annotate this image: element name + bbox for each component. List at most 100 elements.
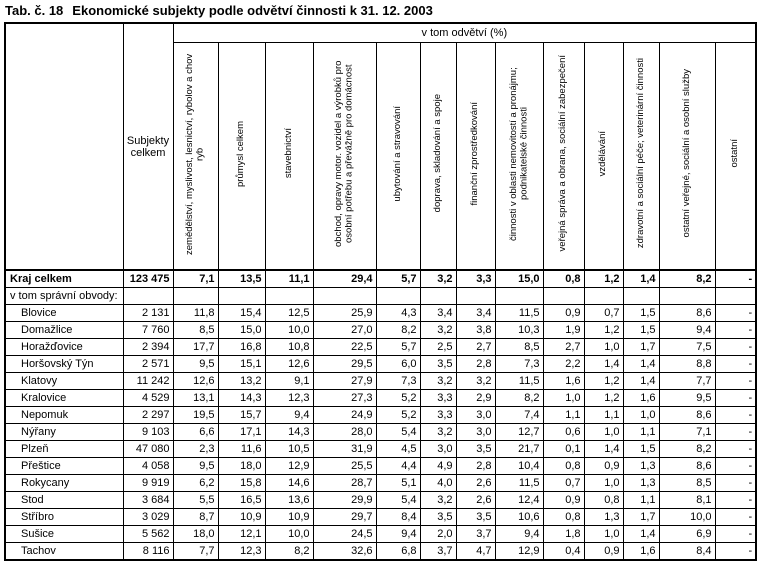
value-cell: 0,7 [583, 304, 624, 322]
value-cell: 12,5 [264, 304, 314, 322]
value-cell: 5,2 [375, 406, 421, 424]
value-cell: 10,3 [494, 321, 544, 339]
value-cell: 9,4 [658, 321, 716, 339]
value-cell: 3,2 [419, 321, 457, 339]
table-row: Stod 3 684 5,5 16,5 13,6 29,9 5,4 3,2 2,6 12,4 0… [4, 491, 757, 509]
row-label-cell: Stod [4, 491, 124, 509]
value-cell [264, 287, 314, 305]
value-cell: 5,1 [375, 474, 421, 492]
value-cell: 31,9 [312, 440, 377, 458]
column-header-label: ubytování a stravování [391, 105, 403, 202]
value-cell: 0,8 [542, 269, 585, 288]
value-cell: 1,4 [583, 440, 624, 458]
column-header-label: průmysl celkem [235, 120, 247, 187]
value-cell: 1,3 [583, 508, 624, 526]
value-cell: 9,5 [172, 457, 219, 475]
value-cell: 25,5 [312, 457, 377, 475]
value-cell [583, 287, 624, 305]
value-cell: 3,3 [419, 406, 457, 424]
value-cell: 7,3 [375, 372, 421, 390]
row-label-cell: Horšovský Týn [4, 355, 124, 373]
value-cell: 2,8 [455, 355, 496, 373]
value-cell: 8,2 [375, 321, 421, 339]
page-title: Tab. č. 18 Ekonomické subjekty podle odvě… [5, 3, 433, 18]
row-label-cell: Horažďovice [4, 338, 124, 356]
value-cell: - [714, 269, 757, 288]
header-row-group: Subjekty celkem v tom odvětví (%) [4, 22, 757, 271]
value-cell: 29,4 [312, 269, 377, 288]
value-cell: 1,1 [542, 406, 585, 424]
value-cell: - [714, 389, 757, 407]
row-label-cell: Tachov [4, 542, 124, 561]
row-label-cell: v tom správní obvody: [4, 287, 124, 305]
value-cell: 7,7 [658, 372, 716, 390]
column-header: průmysl celkem [217, 42, 266, 271]
corner-cell [4, 22, 124, 271]
value-cell: 8,4 [375, 508, 421, 526]
value-cell: 3,2 [419, 269, 457, 288]
value-cell: 11,8 [172, 304, 219, 322]
value-cell: 7,5 [658, 338, 716, 356]
value-cell: 4,7 [455, 542, 496, 561]
subjects-total-cell: 2 571 [122, 355, 174, 373]
value-cell: 12,1 [217, 525, 266, 543]
value-cell: 0,8 [583, 491, 624, 509]
column-header: činnosti v oblasti nemovitostí a pronájm… [494, 42, 544, 271]
column-header: zdravotní a sociální péče; veterinární č… [622, 42, 660, 271]
row-label-cell: Stříbro [4, 508, 124, 526]
value-cell: 1,3 [622, 457, 660, 475]
subjects-total-cell: 7 760 [122, 321, 174, 339]
page: { "title": { "prefix": "Tab. č. 18", "te… [4, 3, 758, 561]
value-cell: 21,7 [494, 440, 544, 458]
value-cell: 8,6 [658, 406, 716, 424]
subjects-total-cell: 4 529 [122, 389, 174, 407]
column-header-label: vzdělávání [597, 130, 609, 177]
value-cell: 10,0 [264, 321, 314, 339]
value-cell: - [714, 491, 757, 509]
value-cell: 3,7 [419, 542, 457, 561]
value-cell: 9,4 [264, 406, 314, 424]
value-cell: 3,0 [455, 406, 496, 424]
value-cell: 8,1 [658, 491, 716, 509]
value-cell: 12,3 [264, 389, 314, 407]
value-cell: - [714, 372, 757, 390]
column-header-label: doprava, skladování a spoje [431, 94, 443, 213]
value-cell: 1,9 [542, 321, 585, 339]
value-cell: - [714, 525, 757, 543]
value-cell: 4,9 [419, 457, 457, 475]
row-label-cell: Plzeň [4, 440, 124, 458]
subjects-total-cell: 5 562 [122, 525, 174, 543]
subjects-total-cell: 4 058 [122, 457, 174, 475]
value-cell: 3,2 [419, 423, 457, 441]
value-cell: 14,3 [264, 423, 314, 441]
table-row: v tom správní obvody: [4, 287, 757, 305]
value-cell: 3,5 [455, 440, 496, 458]
value-cell: 8,4 [658, 542, 716, 561]
column-header: ubytování a stravování [375, 42, 421, 271]
value-cell: 0,9 [542, 491, 585, 509]
value-cell: 1,5 [622, 440, 660, 458]
value-cell: - [714, 423, 757, 441]
row-label-cell: Rokycany [4, 474, 124, 492]
value-cell: 7,3 [494, 355, 544, 373]
value-cell: 1,0 [583, 525, 624, 543]
value-cell: 3,5 [455, 508, 496, 526]
value-cell: 1,6 [622, 542, 660, 561]
value-cell: 2,3 [172, 440, 219, 458]
industry-group-header: v tom odvětví (%) [172, 22, 757, 43]
value-cell [622, 287, 660, 305]
value-cell: - [714, 440, 757, 458]
value-cell: 13,5 [217, 269, 266, 288]
value-cell: 11,5 [494, 372, 544, 390]
value-cell: 8,5 [494, 338, 544, 356]
value-cell: 5,4 [375, 491, 421, 509]
value-cell: 29,7 [312, 508, 377, 526]
value-cell: 15,8 [217, 474, 266, 492]
value-cell: - [714, 457, 757, 475]
value-cell: 4,4 [375, 457, 421, 475]
column-header: ostatní [714, 42, 757, 271]
column-header-label: veřejná správa a obrana, sociální zabezp… [557, 55, 569, 252]
value-cell: 11,5 [494, 474, 544, 492]
column-header: doprava, skladování a spoje [419, 42, 457, 271]
value-cell: 1,4 [622, 372, 660, 390]
